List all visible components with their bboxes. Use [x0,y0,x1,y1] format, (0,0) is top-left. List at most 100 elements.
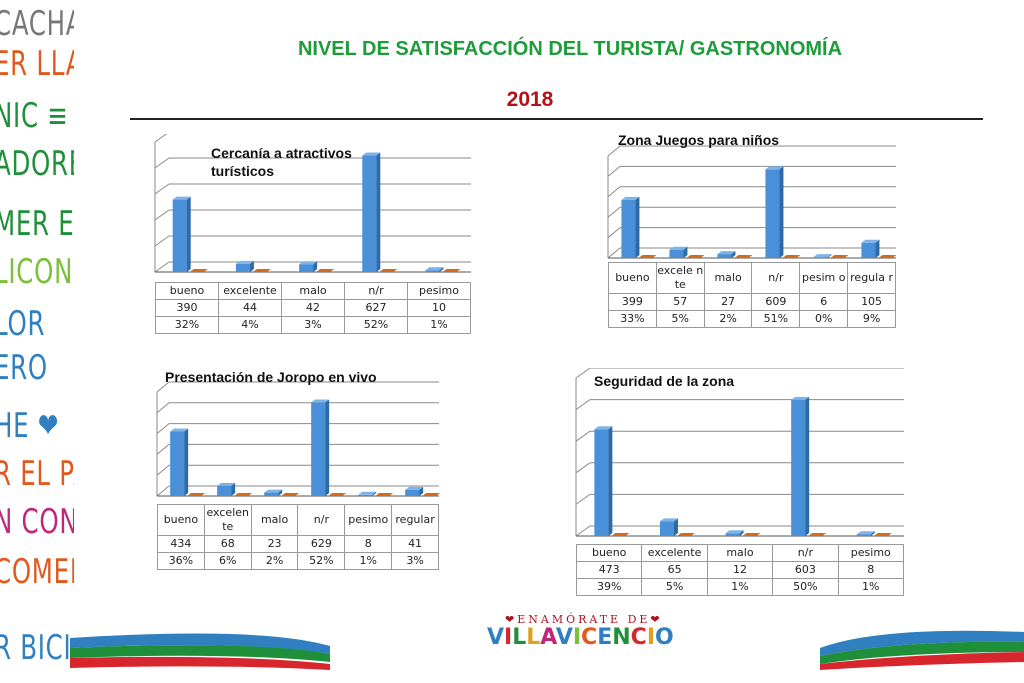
table-row-percents: 39% 5% 1% 50% 1% [575,578,905,596]
gridline-slant [575,493,591,505]
bar [861,242,876,258]
side-word: ADORE [0,144,74,184]
bar [594,429,609,536]
gridline-slant [154,134,168,143]
gridline-slant [607,186,621,198]
table-cell: regula r [847,262,896,294]
table-row-percents: 33% 5% 2% 51% 0% 9% [608,310,896,328]
chart-cercania: Cercanía a atractivos turísticos bueno ex… [153,134,475,348]
table-row-values: 434 68 23 629 8 41 [157,535,439,553]
table-cell: pesimo [837,544,905,562]
bar-top [299,261,318,265]
bar [791,399,806,536]
logo-letter: L [526,625,541,650]
table-cell: bueno [155,282,219,300]
gridline-slant [154,235,170,247]
bar-secondary [676,533,695,536]
bar-top [717,251,736,255]
bar-secondary [422,493,441,496]
gridline-slant [156,381,170,393]
table-cell: 1% [344,552,393,570]
bar-side [376,152,381,272]
table-cell: 44 [218,299,282,317]
bar-top [264,489,283,493]
table-cell: 609 [751,293,801,311]
bar [405,489,420,496]
table-cell: malo [281,282,345,300]
table-cell: 390 [155,299,219,317]
table-cell: 434 [157,535,205,553]
table-row-categories: bueno excelente malo n/r pesimo [155,282,471,300]
table-cell: pesim o [799,262,849,294]
chart-zona-juegos-plot [607,145,897,259]
logo-letter: V [555,625,573,650]
side-word: MER EL F [0,204,74,244]
bar-secondary [281,493,300,496]
table-cell: 5% [641,578,708,596]
side-word: LICONI [0,252,74,292]
bar-secondary [379,269,398,272]
bar [425,270,440,272]
bar-side [325,399,330,496]
footer-wave-decoration [70,630,1024,670]
table-cell: 627 [344,299,408,317]
bar-top [217,482,236,486]
bar-top [791,396,810,400]
table-cell: 52% [344,316,408,334]
side-word: N CON [0,502,74,542]
chart-title: Presentación de Joropo en vivo [165,369,377,385]
bar-side [805,396,810,536]
chart-joropo-plot [156,381,441,497]
table-cell: excelente [641,544,708,562]
logo-letter: C [630,625,647,650]
bar-top [856,531,875,535]
table-cell: bueno [575,544,643,562]
bar-secondary [873,533,892,536]
table-cell: 473 [575,561,643,579]
bar-top [405,486,424,490]
table-cell: 52% [297,552,346,570]
table-cell: n/r [344,282,408,300]
table-cell: bueno [157,504,205,536]
bar-side [186,196,191,272]
table-cell: 3% [281,316,345,334]
gridline-slant [575,430,591,442]
table-cell: 27 [703,293,753,311]
table-cell: excelen te [203,504,252,536]
side-word: CACHA [0,4,74,44]
table-cell: 4% [218,316,282,334]
bar-side [184,428,189,496]
bar-secondary [187,493,206,496]
bar-side [827,254,832,258]
bar-secondary [234,493,253,496]
brand-logo: VILLAVICENCIO [487,625,674,650]
table-cell: 5% [655,310,705,328]
bar [170,431,185,496]
table-row-percents: 32% 4% 3% 52% 1% [155,316,471,334]
logo-letter: A [540,625,556,650]
side-decorative-strip: CACHAER LLAN NIC ≡ ADORE MER EL F LICONI LORE… [0,0,74,683]
bar [264,492,279,496]
chart-joropo: Presentación de Joropo en vivo bueno exce… [155,364,441,604]
table-cell: n/r [772,544,839,562]
bar [856,534,871,536]
logo-letter: I [504,625,513,650]
bar [717,254,732,258]
table-cell: 105 [847,293,896,311]
bar [621,199,636,258]
bar-secondary [742,533,761,536]
table-cell: pesimo [344,504,393,536]
bar-top [170,428,189,432]
bar-top [594,426,613,430]
bar-side [870,531,875,536]
gridline-slant [575,368,591,379]
gridline-slant [156,402,170,414]
table-cell: 42 [281,299,345,317]
gridline-slant [575,462,591,474]
table-cell: 8 [837,561,905,579]
bar-secondary [442,269,461,272]
bar-top [358,491,377,495]
table-cell: malo [250,504,299,536]
table-cell: excelente [218,282,282,300]
bar-side [419,486,424,496]
